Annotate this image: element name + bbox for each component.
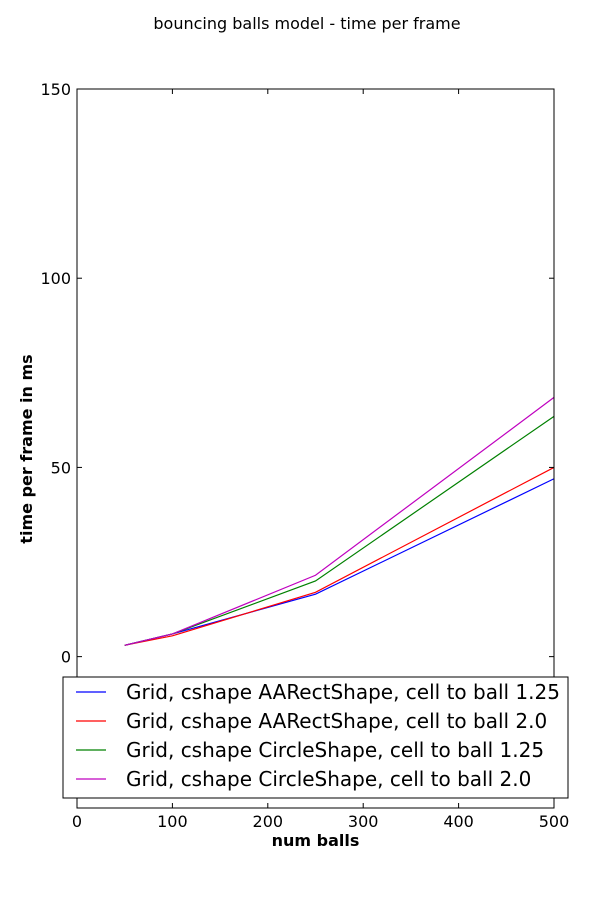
x-tick-label: 300 [348, 812, 379, 831]
series-lines [124, 396, 555, 646]
x-tick-label: 500 [539, 812, 570, 831]
y-tick-label: 50 [51, 458, 71, 477]
y-tick-label: 150 [40, 80, 71, 99]
axis-ticks: 0 100 200 300 400 500 0 50 100 150 [40, 80, 569, 831]
y-tick-label: 100 [40, 269, 71, 288]
legend-box [62, 676, 569, 799]
series-line-1 [124, 478, 555, 646]
legend-label-4: Grid, cshape CircleShape, cell to ball 2… [126, 767, 531, 791]
x-axis-label: num balls [272, 831, 360, 850]
legend-label-2: Grid, cshape AARectShape, cell to ball 2… [126, 709, 547, 733]
plot-frame [76, 88, 555, 809]
series-line-2 [124, 466, 555, 646]
x-tick-label: 400 [443, 812, 474, 831]
x-tick-label: 200 [253, 812, 284, 831]
y-tick-label: 0 [61, 648, 71, 667]
y-axis-label: time per frame in ms [17, 354, 36, 543]
series-line-4 [124, 396, 555, 646]
legend-label-1: Grid, cshape AARectShape, cell to ball 1… [126, 680, 560, 704]
chart-title: bouncing balls model - time per frame [153, 14, 460, 33]
x-tick-label: 0 [72, 812, 82, 831]
series-line-3 [124, 415, 555, 646]
x-tick-label: 100 [157, 812, 188, 831]
legend-label-3: Grid, cshape CircleShape, cell to ball 1… [126, 738, 544, 762]
legend: Grid, cshape AARectShape, cell to ball 1… [62, 676, 569, 799]
